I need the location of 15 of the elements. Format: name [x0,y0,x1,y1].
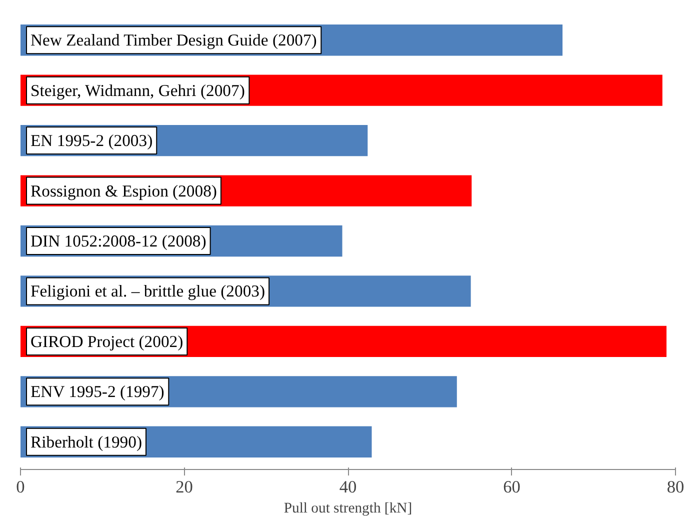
x-tick-label: 0 [16,478,25,496]
y-tick-label: DIN 1052:2008-12 (2008) [30,232,206,250]
y-tick-label: Riberholt (1990) [30,432,142,452]
y-tick-label: EN 1995-2 (2003) [30,131,153,150]
x-tick-label: 80 [666,478,684,496]
y-tick-label: ENV 1995-2 (1997) [30,382,164,402]
x-tick-label: 60 [503,478,520,496]
y-tick-label: Feligioni et al. – brittle glue (2003) [30,282,266,301]
y-tick-label: Steiger, Widmann, Gehri (2007) [30,80,245,100]
x-axis-title: Pull out strength [kN] [284,500,412,516]
y-tick-label: Rossignon & Espion (2008) [30,181,217,200]
y-tick-label: New Zealand Timber Design Guide (2007) [30,30,317,50]
x-tick-label: 20 [176,478,193,496]
y-tick-label: GIROD Project (2002) [30,332,184,351]
x-tick-label: 40 [339,478,357,496]
